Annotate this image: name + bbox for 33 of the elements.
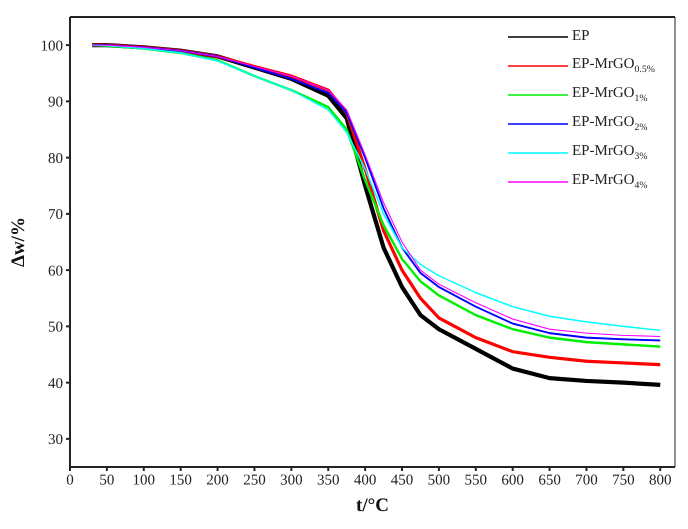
legend-label: EP-MrGO$_{4%}$ (572, 172, 648, 191)
x-tick-label: 300 (280, 472, 303, 489)
x-tick-label: 650 (538, 472, 561, 489)
y-tick-label: 50 (48, 320, 63, 336)
y-tick-label: 60 (48, 263, 63, 280)
legend-label: EP-MrGO$_{3%}$ (572, 143, 648, 162)
x-tick-label: 100 (132, 472, 156, 489)
legend-label: EP-MrGO$_{2%}$ (572, 114, 648, 133)
x-tick-label: 450 (390, 472, 414, 489)
x-tick-label: 50 (99, 472, 114, 489)
x-tick-label: 400 (354, 472, 376, 489)
y-tick-label: 30 (48, 432, 63, 448)
x-tick-label: 0 (66, 472, 74, 489)
y-axis-title: Δw/% (8, 217, 29, 267)
x-tick-label: 700 (575, 472, 598, 489)
x-tick-label: 500 (428, 472, 450, 489)
legend-label: EP-MrGO$_{1%}$ (572, 85, 648, 104)
x-tick-label: 800 (648, 472, 672, 489)
x-tick-label: 250 (243, 472, 266, 489)
x-tick-label: 350 (316, 472, 340, 489)
x-tick-label: 600 (501, 472, 524, 489)
y-tick-label: 90 (48, 94, 63, 111)
y-tick-label: 100 (40, 38, 63, 54)
y-tick-label: 80 (48, 150, 63, 167)
x-axis-title: t/°C (356, 495, 389, 516)
x-tick-label: 750 (612, 472, 635, 489)
y-tick-label: 40 (48, 376, 63, 392)
legend-label: EP-MrGO$_{0.5%}$ (572, 56, 655, 75)
y-tick-label: 70 (48, 207, 63, 224)
x-tick-label: 200 (206, 472, 229, 489)
legend-label: EP (572, 28, 590, 44)
x-tick-label: 550 (464, 472, 488, 489)
x-tick-label: 150 (169, 472, 192, 489)
